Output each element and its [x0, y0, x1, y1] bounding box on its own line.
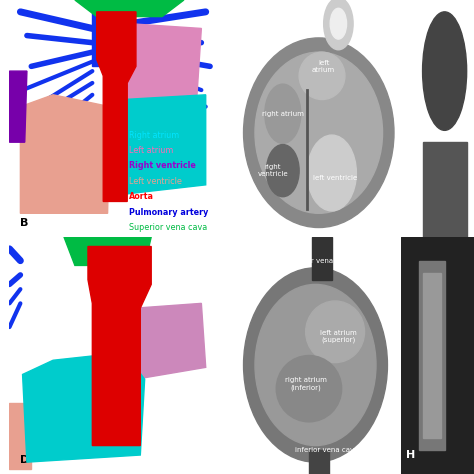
Polygon shape	[75, 0, 184, 17]
Polygon shape	[9, 71, 27, 142]
Polygon shape	[419, 261, 445, 450]
Text: inferior vena cava: inferior vena cava	[295, 447, 359, 453]
Polygon shape	[123, 95, 206, 194]
Polygon shape	[401, 237, 474, 474]
Ellipse shape	[307, 135, 356, 211]
Text: left atrium
(superior): left atrium (superior)	[320, 330, 357, 343]
Text: right atrium: right atrium	[262, 111, 304, 117]
Ellipse shape	[422, 12, 466, 130]
Polygon shape	[92, 12, 129, 66]
Text: D: D	[20, 455, 30, 465]
Polygon shape	[23, 356, 145, 462]
Text: F: F	[406, 213, 414, 223]
Ellipse shape	[265, 84, 301, 143]
Polygon shape	[422, 273, 441, 438]
Polygon shape	[309, 450, 328, 474]
Ellipse shape	[255, 284, 376, 446]
Ellipse shape	[276, 356, 342, 422]
Polygon shape	[97, 12, 136, 201]
Polygon shape	[9, 403, 31, 469]
Polygon shape	[64, 237, 151, 265]
Ellipse shape	[324, 0, 353, 50]
Text: left
atrium: left atrium	[312, 60, 335, 73]
Text: superior vena cava: superior vena cava	[285, 258, 352, 264]
Ellipse shape	[330, 8, 346, 39]
Polygon shape	[20, 95, 110, 213]
Ellipse shape	[244, 268, 387, 462]
Text: left ventricle: left ventricle	[313, 175, 357, 181]
Text: B: B	[20, 218, 29, 228]
Text: E: E	[247, 213, 255, 223]
Polygon shape	[88, 246, 151, 446]
Text: Aorta: Aorta	[129, 192, 155, 201]
Text: G: G	[247, 450, 256, 460]
Polygon shape	[136, 303, 206, 379]
Ellipse shape	[299, 52, 345, 100]
Ellipse shape	[255, 52, 383, 213]
Text: Superior vena cava: Superior vena cava	[129, 223, 208, 232]
Text: Left ventricle: Left ventricle	[129, 177, 182, 186]
Polygon shape	[123, 24, 201, 100]
Text: Right atrium: Right atrium	[129, 131, 180, 139]
Text: Pulmonary artery: Pulmonary artery	[129, 208, 209, 217]
Ellipse shape	[244, 38, 394, 228]
Text: Left atrium: Left atrium	[129, 146, 174, 155]
Polygon shape	[422, 142, 466, 237]
Text: right atrium
(inferior): right atrium (inferior)	[285, 377, 327, 391]
Text: right
ventricle: right ventricle	[258, 164, 288, 177]
Ellipse shape	[306, 301, 365, 363]
Polygon shape	[312, 237, 332, 280]
Text: H: H	[406, 450, 416, 460]
Text: Right ventricle: Right ventricle	[129, 162, 196, 170]
Ellipse shape	[266, 145, 299, 197]
